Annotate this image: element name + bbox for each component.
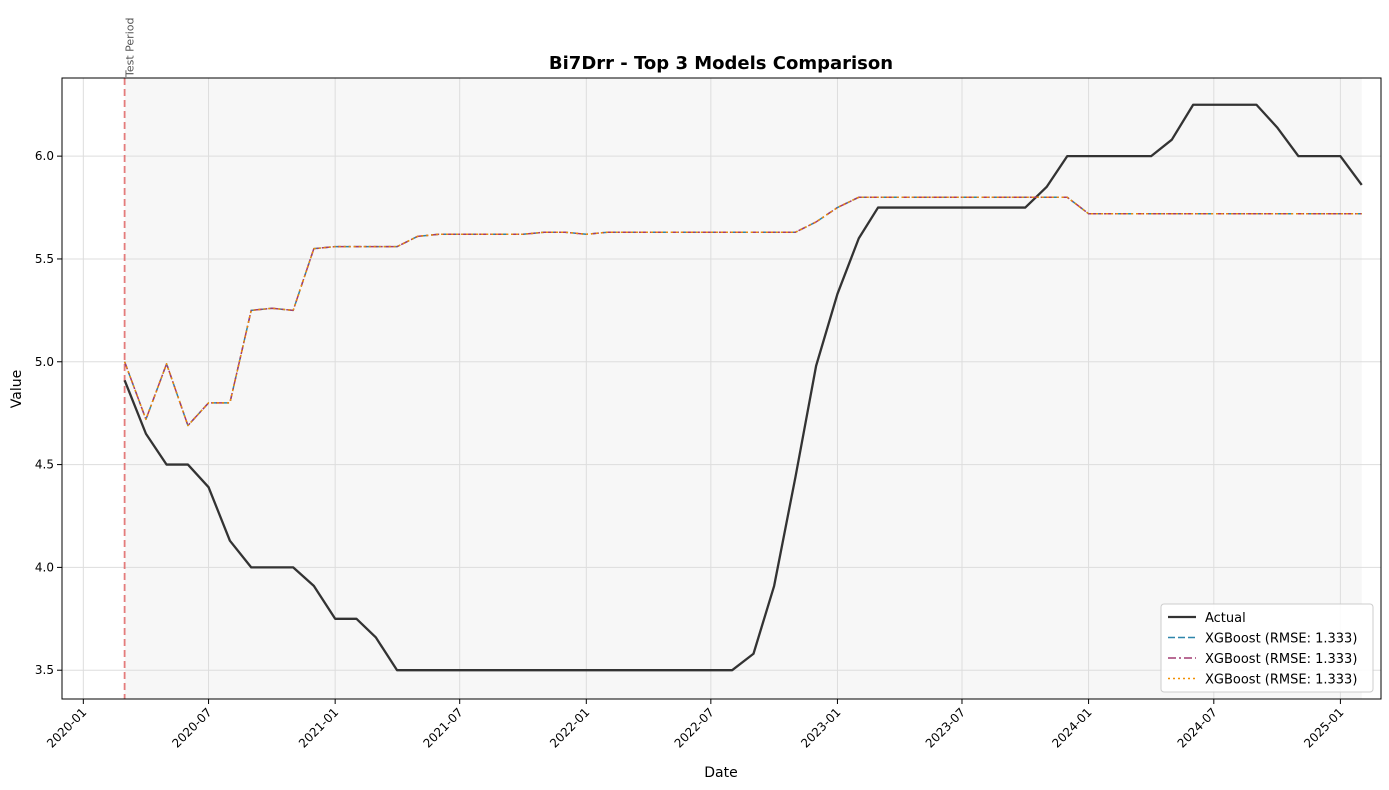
x-tick-label: 2023-07	[923, 705, 968, 750]
legend-entry-label: Actual	[1205, 611, 1246, 626]
y-tick-label: 5.5	[35, 252, 54, 266]
y-tick-label: 4.5	[35, 458, 54, 472]
series-line-actual	[123, 103, 1363, 672]
x-tick-label: 2024-01	[1049, 705, 1094, 750]
y-tick-label: 5.0	[35, 355, 54, 369]
x-tick-label: 2021-07	[420, 705, 465, 750]
chart-title: Bi7Drr - Top 3 Models Comparison	[549, 53, 893, 74]
series-line-model-3	[123, 196, 1362, 427]
plot-frame	[61, 77, 1382, 700]
y-tick-label: 6.0	[35, 149, 54, 163]
x-tick-label: 2024-07	[1175, 705, 1220, 750]
x-tick-label: 2023-01	[798, 705, 843, 750]
test-period-annotation: Test Period	[124, 18, 137, 78]
y-tick-label: 4.0	[35, 560, 54, 574]
legend-entry-label: XGBoost (RMSE: 1.333)	[1205, 652, 1357, 667]
x-tick-label: 2022-07	[672, 705, 717, 750]
legend-entry-label: XGBoost (RMSE: 1.333)	[1205, 673, 1357, 688]
legend: Actual XGBoost (RMSE: 1.333) XGBoost (RMSE…	[1160, 603, 1374, 693]
y-axis-label: Value	[9, 370, 25, 408]
test-period-shading	[124, 78, 1362, 699]
legend-box	[1160, 603, 1374, 693]
x-axis-label: Date	[704, 765, 737, 781]
x-tick-label: 2025-01	[1301, 705, 1346, 750]
x-tick-label: 2020-07	[169, 705, 214, 750]
x-tick-label: 2021-01	[296, 705, 341, 750]
x-tick-label: 2022-01	[547, 705, 592, 750]
y-tick-label: 3.5	[35, 663, 54, 677]
legend-entry-label: XGBoost (RMSE: 1.333)	[1205, 632, 1357, 647]
x-tick-label: 2020-01	[44, 705, 89, 750]
